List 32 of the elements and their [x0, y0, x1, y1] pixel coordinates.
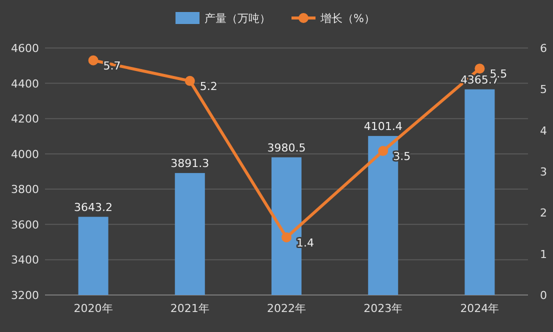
- y2-tick-label: 3: [540, 166, 547, 178]
- point: [474, 64, 485, 74]
- y-tick-label: 3600: [11, 218, 39, 232]
- x-tick-label: 2023年: [364, 302, 403, 315]
- point: [282, 232, 292, 242]
- point: [88, 55, 98, 66]
- y-tick-label: 4000: [11, 148, 39, 161]
- y2-tick-label: 6: [540, 42, 547, 55]
- point: [378, 146, 388, 156]
- x-tick-label: 2024年: [460, 302, 500, 315]
- y-tick-label: 4200: [11, 112, 39, 126]
- y2-tick-label: 4: [540, 124, 547, 138]
- y-tick-label: 3800: [11, 183, 39, 196]
- y2-tick-label: 0: [540, 289, 547, 302]
- x-tick-label: 2022年: [267, 302, 306, 315]
- data-label: 3643.2: [74, 200, 113, 214]
- y-tick-label: 3200: [11, 289, 39, 302]
- point: [184, 76, 195, 86]
- data-label: 3891.3: [170, 157, 210, 170]
- y-tick-label: 3400: [11, 254, 39, 267]
- x-tick-label: 2021年: [170, 302, 210, 315]
- y2-tick-label: 2: [540, 206, 547, 220]
- y-tick-label: 4600: [11, 42, 39, 55]
- data-label: 5.2: [200, 80, 218, 93]
- legend-label: 增长（%）: [320, 12, 375, 25]
- data-label: 3980.5: [267, 141, 306, 154]
- x-tick-label: 2020年: [74, 302, 113, 315]
- data-label: 4101.4: [364, 120, 402, 133]
- y2-tick-label: 5: [540, 83, 547, 96]
- y2-tick-label: 1: [540, 248, 547, 261]
- legend-label: 产量（万吨）: [204, 12, 270, 25]
- y-tick-label: 4400: [11, 77, 39, 90]
